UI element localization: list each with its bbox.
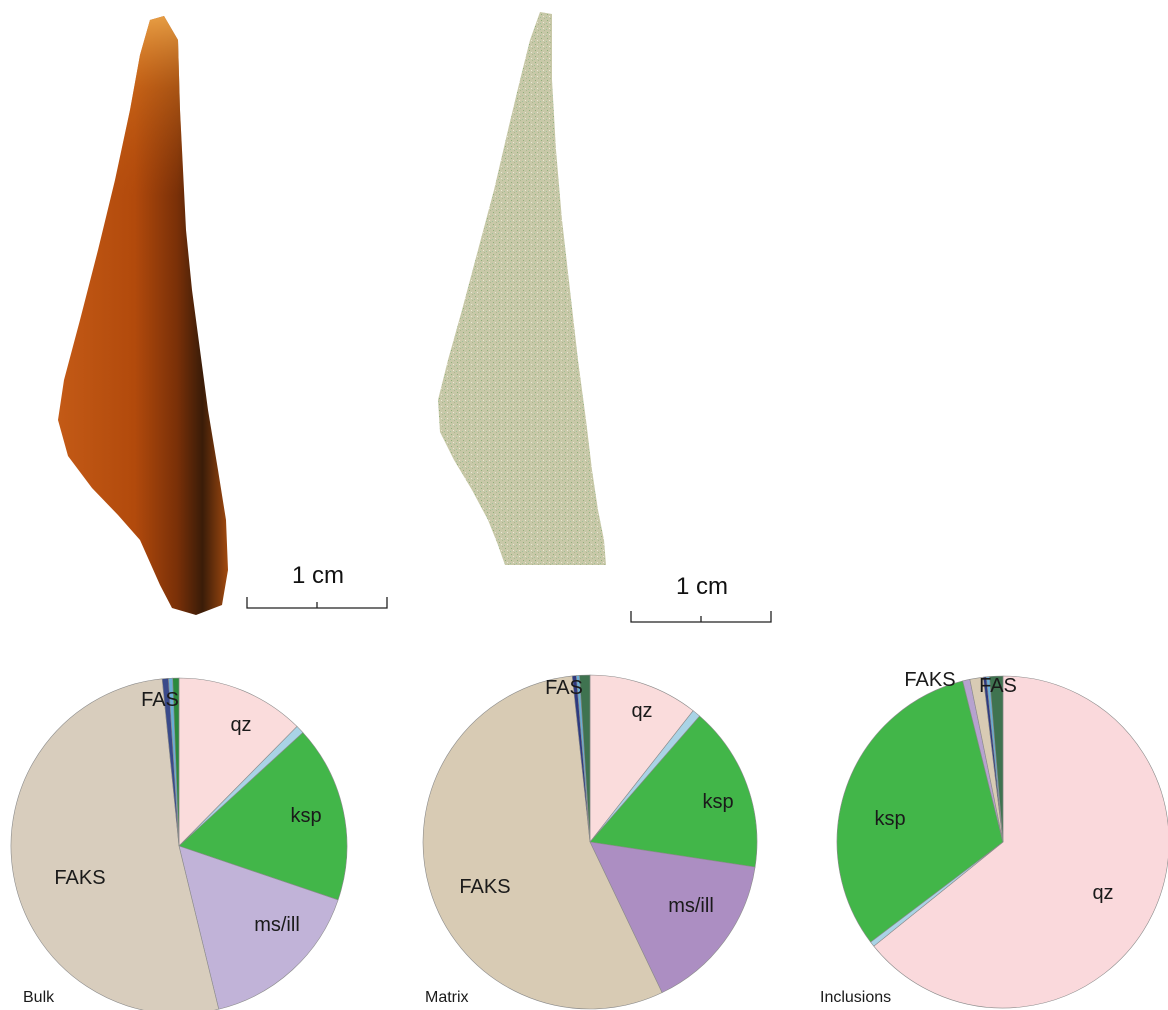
scale-bar-right: 1 cm	[630, 573, 772, 623]
sherd-photo	[58, 16, 228, 615]
slice-label: qz	[230, 714, 251, 736]
slice-label: FAKS	[904, 669, 955, 691]
pie-chart-matrix: qz ksp ms/ill FAKS FAS Matrix	[422, 674, 758, 1010]
pie-slice	[589, 715, 758, 868]
slice-label: FAKS	[54, 867, 105, 889]
pie-slices	[422, 674, 758, 1010]
scale-bar-label: 1 cm	[676, 573, 728, 600]
pie-chart-bulk: qz ksp ms/ill FAKS FAS Bulk	[10, 677, 348, 1010]
pie-slice	[873, 675, 1168, 1009]
panel-label: Bulk	[23, 989, 55, 1006]
pie-slice	[172, 677, 180, 847]
sherd-phase-map	[438, 12, 606, 565]
pie-slice	[579, 674, 591, 843]
pie-slices	[10, 677, 348, 1010]
slice-label: ms/ill	[254, 914, 300, 936]
pie-slice	[178, 732, 348, 901]
pie-slices	[836, 675, 1168, 1009]
pie-slice	[589, 841, 756, 994]
panel-label: Matrix	[425, 989, 469, 1006]
slice-label: FAS	[545, 677, 583, 699]
panel-label: Inclusions	[820, 989, 891, 1006]
pie-slice	[178, 845, 339, 1010]
slice-label: FAS	[979, 675, 1017, 697]
slice-label: ms/ill	[668, 895, 714, 917]
slice-label: FAS	[141, 689, 179, 711]
pie-slice	[178, 677, 298, 847]
scale-bar-left: 1 cm	[246, 562, 388, 609]
slice-label: FAKS	[459, 876, 510, 898]
slice-label: qz	[1092, 882, 1113, 904]
slice-label: ksp	[290, 805, 321, 827]
slice-label: ksp	[702, 791, 733, 813]
slice-label: qz	[631, 700, 652, 722]
scale-bar-label: 1 cm	[292, 562, 344, 589]
pie-slice	[836, 680, 1004, 943]
slice-label: ksp	[874, 808, 905, 830]
pie-slice	[589, 674, 694, 843]
pie-slice	[422, 675, 663, 1010]
pie-slice	[989, 675, 1004, 843]
pie-chart-inclusions: qz ksp FAKS FAS Inclusions	[820, 669, 1168, 1009]
